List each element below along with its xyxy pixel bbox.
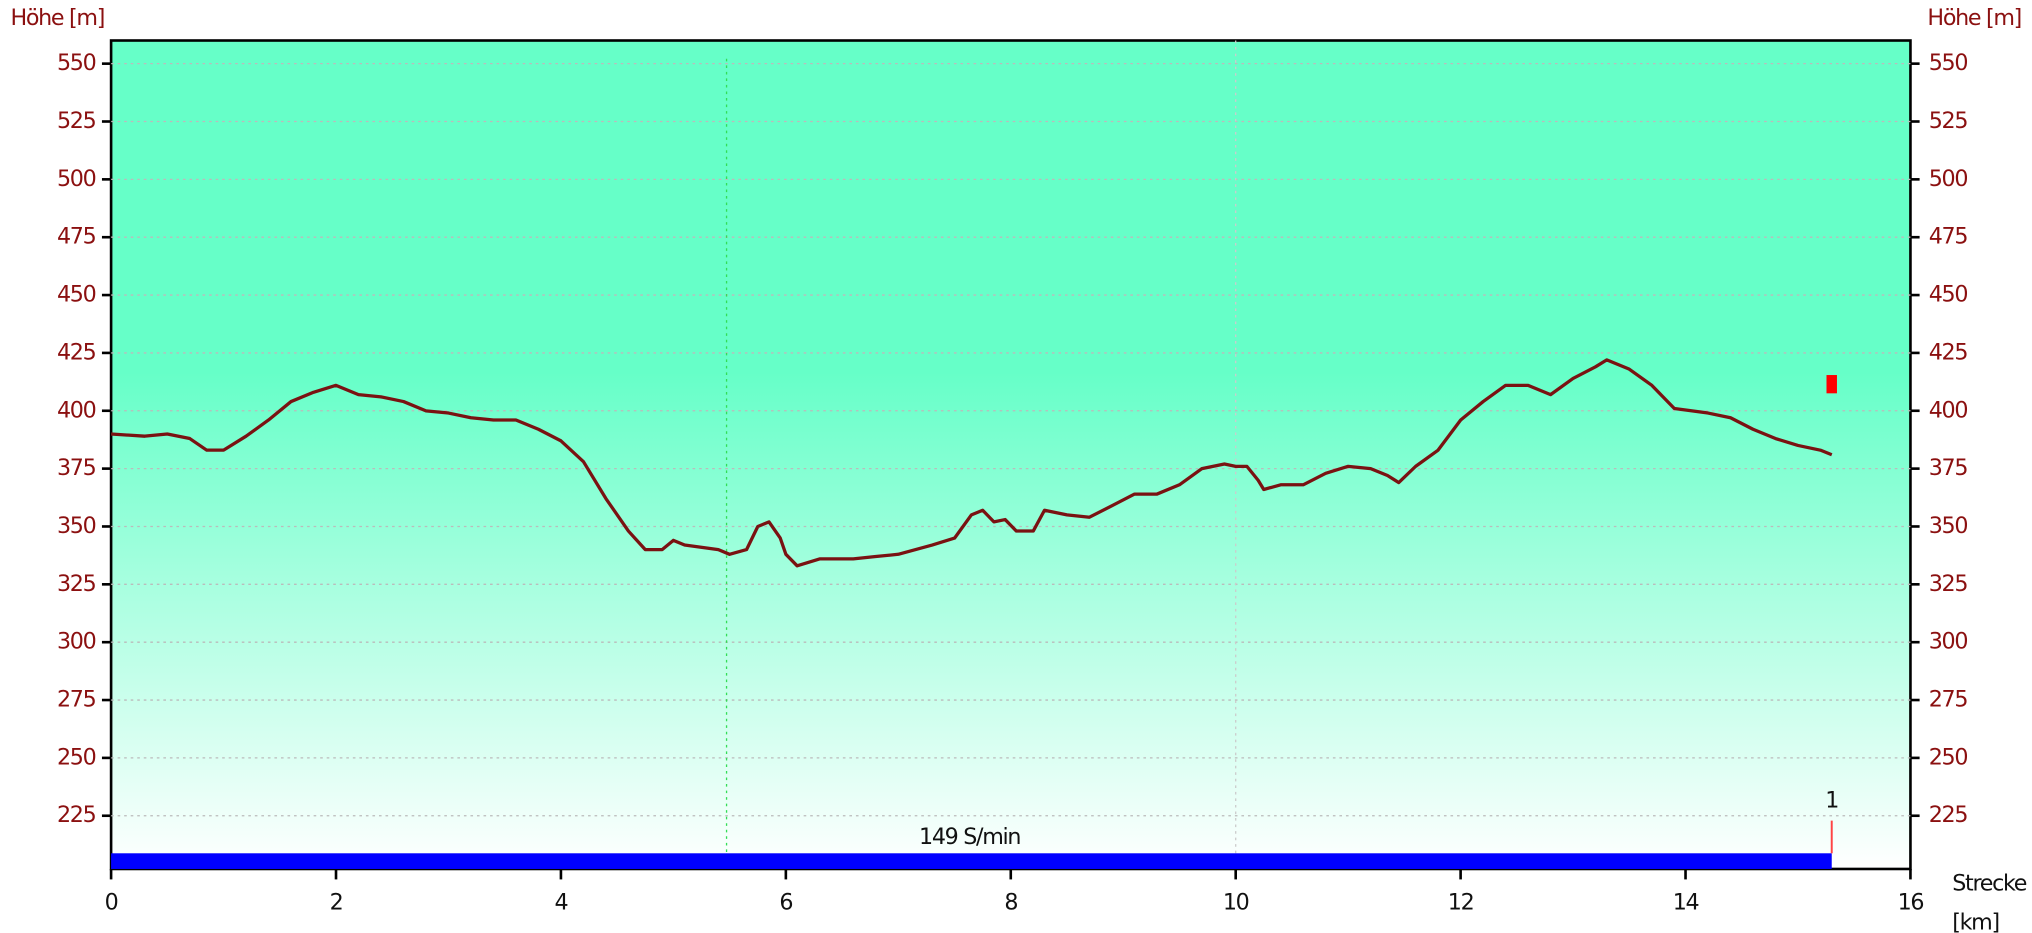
x-tick-label: 10: [1223, 889, 1249, 915]
y-axis-label: Höhe [m]: [10, 5, 104, 31]
x-tick-label: 4: [555, 889, 568, 915]
y-tick-label: 400: [57, 397, 96, 423]
x-tick-label: 16: [1898, 889, 1924, 915]
x-tick-label: 0: [105, 889, 118, 915]
plot-area: [109, 39, 1912, 871]
x-tick-label: 8: [1004, 889, 1017, 915]
y2-tick-label: 275: [1929, 687, 1968, 713]
y2-tick-label: 225: [1929, 802, 1968, 828]
y2-tick-label: 350: [1929, 513, 1968, 539]
position-marker: [1826, 375, 1837, 394]
y2-tick-label: 525: [1929, 108, 1968, 134]
y2-tick-label: 300: [1929, 629, 1968, 655]
lap-label: 1: [1825, 788, 1838, 814]
y-tick-label: 250: [57, 744, 96, 770]
y-tick-label: 225: [57, 802, 96, 828]
y-tick-label: 525: [57, 108, 96, 134]
cadence-label: 149 S/min: [919, 824, 1020, 850]
y2-tick-label: 550: [1929, 50, 1968, 76]
y-tick-label: 375: [57, 455, 96, 481]
x-tick-label: 2: [330, 889, 343, 915]
y2-tick-label: 375: [1929, 455, 1968, 481]
y2-tick-label: 450: [1929, 282, 1968, 308]
y-tick-label: 275: [57, 687, 96, 713]
y-tick-label: 475: [57, 224, 96, 250]
x-axis-label: Strecke [km]: [1952, 870, 2027, 933]
elevation-line: [110, 358, 1833, 568]
y-tick-label: 300: [57, 629, 96, 655]
y2-tick-label: 250: [1929, 744, 1968, 770]
x-tick-label: 6: [779, 889, 792, 915]
y2-tick-label: 325: [1929, 571, 1968, 597]
y-tick-label: 550: [57, 50, 96, 76]
y2-axis-label: Höhe [m]: [1927, 5, 2021, 31]
x-tick-label: 14: [1673, 889, 1699, 915]
y-tick-label: 500: [57, 166, 96, 192]
y-tick-label: 425: [57, 339, 96, 365]
y2-tick-label: 425: [1929, 339, 1968, 365]
y2-tick-label: 500: [1929, 166, 1968, 192]
y-tick-label: 350: [57, 513, 96, 539]
y-tick-label: 450: [57, 282, 96, 308]
y2-tick-label: 475: [1929, 224, 1968, 250]
cadence-bar: [111, 853, 1832, 869]
x-tick-label: 12: [1448, 889, 1474, 915]
y2-tick-label: 400: [1929, 397, 1968, 423]
y-tick-label: 325: [57, 571, 96, 597]
